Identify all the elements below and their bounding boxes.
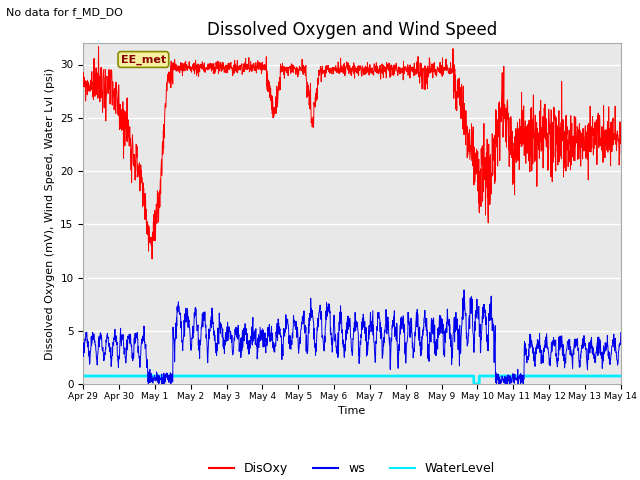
Text: No data for f_MD_DO: No data for f_MD_DO xyxy=(6,7,124,18)
Title: Dissolved Oxygen and Wind Speed: Dissolved Oxygen and Wind Speed xyxy=(207,21,497,39)
Legend: DisOxy, ws, WaterLevel: DisOxy, ws, WaterLevel xyxy=(204,457,500,480)
X-axis label: Time: Time xyxy=(339,406,365,416)
Text: EE_met: EE_met xyxy=(121,54,166,65)
Y-axis label: Dissolved Oxygen (mV), Wind Speed, Water Lvl (psi): Dissolved Oxygen (mV), Wind Speed, Water… xyxy=(45,68,54,360)
